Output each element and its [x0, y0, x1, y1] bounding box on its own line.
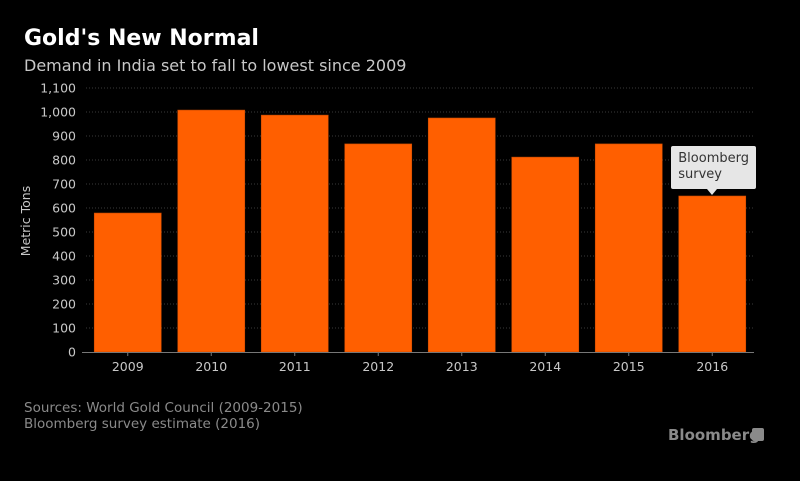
bar-2010 — [177, 109, 246, 353]
y-tick-label: 200 — [52, 297, 76, 312]
y-tick-label: 800 — [52, 153, 76, 168]
y-tick-label: 600 — [52, 201, 76, 216]
y-tick-label: 700 — [52, 177, 76, 192]
bar-2015 — [594, 143, 663, 353]
x-tick-label: 2010 — [195, 359, 227, 374]
y-axis-label: Metric Tons — [18, 186, 33, 256]
x-tick-label: 2011 — [279, 359, 311, 374]
x-tick-label: 2013 — [446, 359, 478, 374]
callout-line2: survey — [678, 167, 722, 182]
chart-title: Gold's New Normal — [24, 26, 259, 51]
bar-2016 — [678, 195, 747, 353]
y-tick-label: 300 — [52, 273, 76, 288]
x-tick-label: 2016 — [696, 359, 728, 374]
source-line-2: Bloomberg survey estimate (2016) — [24, 416, 261, 432]
chart-subtitle: Demand in India set to fall to lowest si… — [24, 56, 407, 75]
x-tick-label: 2014 — [529, 359, 561, 374]
y-tick-label: 0 — [68, 345, 76, 360]
source-line-1: Sources: World Gold Council (2009-2015) — [24, 400, 303, 416]
x-tick-label: 2015 — [613, 359, 645, 374]
bar-2014 — [511, 156, 580, 353]
y-tick-label: 100 — [52, 321, 76, 336]
y-tick-label: 900 — [52, 129, 76, 144]
y-tick-label: 1,000 — [40, 105, 76, 120]
x-tick-label: 2012 — [362, 359, 394, 374]
y-tick-label: 500 — [52, 225, 76, 240]
bar-2013 — [427, 117, 496, 353]
bar-2009 — [93, 212, 162, 353]
callout-pointer — [707, 189, 718, 195]
bloomberg-logo: Bloomberg — [668, 426, 760, 444]
y-tick-label: 400 — [52, 249, 76, 264]
x-axis-ticks: 2009 2010 2011 2012 2013 2014 2015 2016 — [82, 352, 754, 374]
y-axis-ticks: 0 100 200 300 400 500 600 700 800 900 1,000 1,100 — [40, 81, 76, 360]
bar-2012 — [344, 143, 413, 353]
bloomberg-survey-callout: Bloomberg survey — [671, 146, 756, 189]
bloomberg-chart-icon — [752, 428, 764, 441]
y-tick-label: 1,100 — [40, 81, 76, 96]
bars — [93, 109, 747, 353]
callout-line1: Bloomberg — [678, 151, 749, 166]
bar-2011 — [260, 114, 329, 353]
x-tick-label: 2009 — [112, 359, 144, 374]
